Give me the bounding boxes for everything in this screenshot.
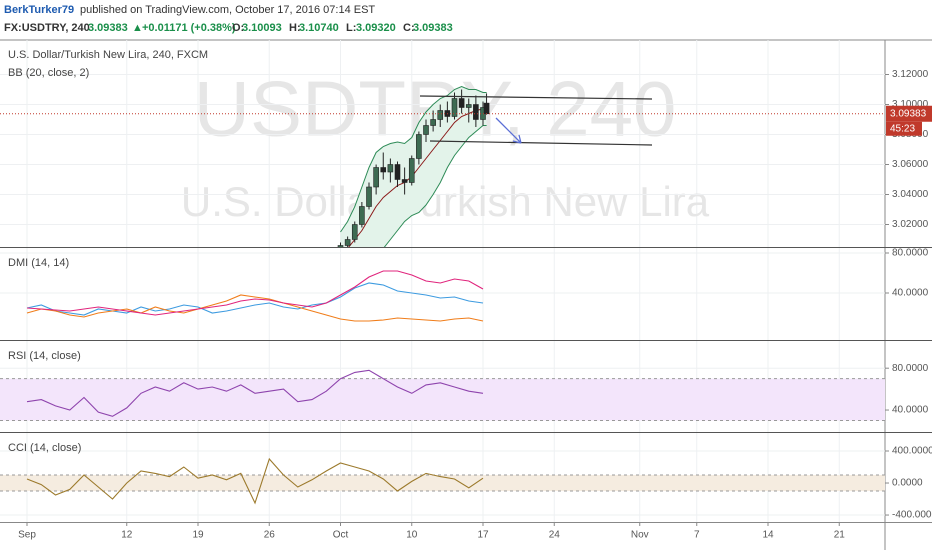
change-arrow: ▲ [132, 22, 143, 34]
pane-title: CCI (14, close) [8, 442, 81, 454]
y-tick-label: 3.06000 [892, 159, 929, 170]
pane-plot [26, 369, 484, 417]
y-tick-label: 40.0000 [892, 405, 929, 416]
x-tick-label: 19 [192, 530, 204, 541]
y-tick-label: -400.0000 [892, 510, 932, 521]
candle-body [458, 98, 465, 108]
ohlc-label: O: [232, 22, 244, 34]
forecast-arrow [495, 117, 522, 144]
y-tick-label: 3.10000 [892, 99, 929, 110]
x-tick-label: 24 [549, 530, 561, 541]
x-tick-label: Oct [333, 530, 349, 541]
change: +0.01171 (+0.38%) [142, 22, 236, 34]
candle-body [373, 167, 379, 188]
last-price-label: 3.09383 [890, 108, 927, 119]
candle-body [465, 104, 472, 108]
pane-title: U.S. Dollar/Turkish New Lira, 240, FXCM [8, 49, 208, 61]
candle-body [408, 158, 415, 183]
indicator-line [26, 282, 484, 316]
candle-body [416, 134, 422, 159]
last-price-box [886, 105, 932, 122]
pane-plot [26, 457, 484, 505]
pane-plot [26, 270, 484, 322]
x-tick-label: 14 [762, 530, 774, 541]
channel-bottom [429, 140, 653, 146]
bb-line [348, 108, 487, 247]
x-tick-label: 26 [264, 530, 276, 541]
candle-body [430, 119, 436, 126]
author-link[interactable]: BerkTurker79 [4, 4, 74, 16]
countdown-box [886, 121, 922, 136]
candle-body [483, 102, 490, 115]
candle-body [401, 179, 408, 183]
x-tick-label: 17 [477, 530, 489, 541]
indicator-line [26, 294, 484, 322]
candle-body [380, 167, 387, 173]
ohlc-label: L: [346, 22, 356, 34]
y-tick-label: 400.0000 [892, 446, 932, 457]
watermark-name: U.S. Dollar/Turkish New Lira [181, 178, 710, 225]
countdown: 45:23 [890, 123, 915, 134]
candle-body [437, 110, 444, 120]
bb-line [340, 85, 487, 233]
ohlc-value: 3.10093 [242, 22, 282, 34]
candle-body [359, 206, 365, 225]
candle-body [473, 104, 479, 120]
candle-body [387, 164, 394, 173]
band-fill [0, 378, 885, 421]
candle-body [366, 186, 372, 207]
ohlc-value: 3.10740 [299, 22, 339, 34]
x-tick-label: 12 [121, 530, 133, 541]
ohlc-value: 3.09320 [356, 22, 396, 34]
candle-body [394, 164, 401, 180]
price: 3.09383 [88, 22, 128, 34]
indicator-title: BB (20, close, 2) [8, 67, 89, 79]
x-tick-label: Sep [18, 530, 36, 541]
ohlc-label: H: [289, 22, 301, 34]
y-tick-label: 0.0000 [892, 478, 923, 489]
indicator-line [26, 270, 484, 316]
header-bg [0, 0, 932, 40]
y-tick-label: 80.0000 [892, 363, 929, 374]
pane-title: DMI (14, 14) [8, 257, 69, 269]
y-tick-label: 3.12000 [892, 69, 929, 80]
y-tick-label: 3.02000 [892, 219, 929, 230]
y-tick-label: 80.0000 [892, 248, 929, 259]
pane-title: RSI (14, close) [8, 350, 81, 362]
x-tick-label: Nov [631, 530, 649, 541]
ohlc-label: C: [403, 22, 415, 34]
indicator-line [26, 457, 484, 505]
candle-body [351, 224, 358, 240]
y-tick-label: 3.04000 [892, 189, 929, 200]
ohlc-value: 3.09383 [413, 22, 453, 34]
symbol: FX:USDTRY, 240 [4, 22, 90, 34]
x-tick-label: 10 [406, 530, 418, 541]
candle-body [451, 98, 458, 117]
x-tick-label: 21 [834, 530, 846, 541]
y-tick-label: 40.0000 [892, 288, 929, 299]
band-fill [0, 475, 885, 492]
candle-body [337, 245, 344, 247]
candle-body [344, 239, 351, 246]
candle-body [423, 125, 429, 135]
indicator-line [26, 369, 484, 417]
x-tick-label: 7 [694, 530, 700, 541]
channel-top [419, 95, 653, 100]
published: published on TradingView.com, October 17… [80, 4, 375, 16]
